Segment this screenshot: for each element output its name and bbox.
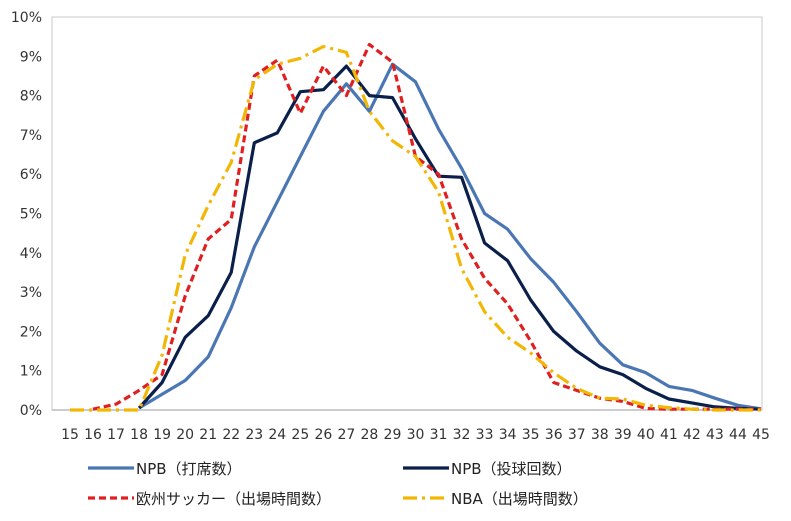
- x-tick-label: 17: [107, 427, 125, 443]
- series-line-1: [138, 62, 762, 411]
- x-tick-label: 29: [384, 427, 402, 443]
- y-tick-label: 2%: [20, 324, 42, 340]
- x-tick-label: 21: [199, 427, 217, 443]
- x-tick-label: 35: [522, 427, 540, 443]
- y-tick-label: 9%: [20, 49, 42, 65]
- series-line-4: [70, 44, 761, 412]
- y-tick-label: 3%: [20, 285, 42, 301]
- series-line-2: [137, 64, 762, 411]
- x-tick-label: 30: [407, 427, 425, 443]
- series-line-3: [92, 42, 761, 411]
- y-tick-label: 5%: [20, 207, 42, 223]
- y-tick-label: 10%: [11, 10, 42, 26]
- x-tick-label: 23: [245, 427, 263, 443]
- x-tick-label: 33: [476, 427, 494, 443]
- y-tick-label: 6%: [20, 167, 42, 183]
- x-tick-label: 43: [706, 427, 724, 443]
- legend-label-2: NPB（投球回数）: [451, 460, 572, 478]
- x-tick-label: 15: [61, 427, 79, 443]
- x-tick-label: 28: [361, 427, 379, 443]
- x-tick-label: 32: [453, 427, 471, 443]
- x-tick-label: 37: [568, 427, 586, 443]
- y-tick-label: 1%: [20, 364, 42, 380]
- x-tick-label: 20: [176, 427, 194, 443]
- x-tick-label: 19: [153, 427, 171, 443]
- chart-legend: NPB（打席数） NPB（投球回数） 欧州サッカー（出場時間数） NBA（出場時間数）: [88, 460, 588, 508]
- legend-label-4: NBA（出場時間数）: [451, 490, 588, 508]
- x-tick-label: 44: [729, 427, 747, 443]
- x-tick-label: 41: [660, 427, 678, 443]
- x-tick-label: 31: [430, 427, 448, 443]
- y-tick-label: 0%: [20, 403, 42, 419]
- x-tick-label: 42: [683, 427, 701, 443]
- x-tick-label: 24: [268, 427, 286, 443]
- legend-label-1: NPB（打席数）: [136, 460, 242, 478]
- x-tick-label: 39: [614, 427, 632, 443]
- x-tick-label: 27: [337, 427, 355, 443]
- legend-label-3: 欧州サッカー（出場時間数）: [136, 490, 331, 508]
- x-tick-label: 25: [291, 427, 309, 443]
- x-tick-label: 22: [222, 427, 240, 443]
- y-tick-label: 7%: [20, 128, 42, 144]
- x-tick-label: 40: [637, 427, 655, 443]
- x-tick-label: 38: [591, 427, 609, 443]
- y-tick-label: 8%: [20, 89, 42, 105]
- chart-axes: 0% 1% 2% 3% 4% 5% 6% 7% 8% 9% 10% 15 16 17 18 19 20 21 22 2…: [11, 10, 770, 443]
- x-tick-label: 34: [499, 427, 517, 443]
- y-tick-label: 4%: [20, 246, 42, 262]
- x-tick-label: 45: [752, 427, 770, 443]
- chart-series: [70, 42, 762, 412]
- x-tick-label: 36: [545, 427, 563, 443]
- x-tick-label: 16: [84, 427, 102, 443]
- x-tick-label: 26: [314, 427, 332, 443]
- x-tick-label: 18: [130, 427, 148, 443]
